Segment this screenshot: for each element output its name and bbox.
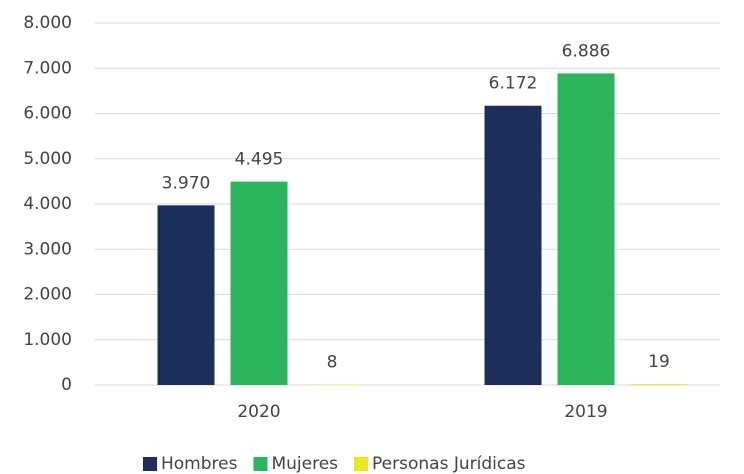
x-tick-label: 2019 [564, 402, 607, 422]
bar [557, 73, 615, 385]
y-tick-label: 6.000 [23, 104, 72, 124]
y-tick-label: 5.000 [23, 149, 72, 169]
data-label: 6.886 [562, 41, 611, 61]
legend-swatch [143, 457, 157, 471]
bar [484, 105, 542, 385]
legend-label: Hombres [161, 454, 238, 474]
data-label: 3.970 [162, 173, 211, 193]
legend-swatch [253, 457, 268, 471]
bar [157, 205, 215, 385]
data-label: 19 [648, 352, 670, 372]
y-tick-label: 7.000 [23, 58, 72, 78]
data-label: 4.495 [235, 150, 284, 170]
y-tick-label: 1.000 [23, 330, 72, 350]
legend-label: Personas Jurídicas [372, 454, 526, 474]
bar [630, 384, 688, 385]
x-tick-label: 2020 [237, 402, 280, 422]
data-label: 8 [327, 353, 338, 373]
y-tick-label: 4.000 [23, 194, 72, 214]
y-tick-label: 8.000 [23, 13, 72, 33]
y-tick-label: 2.000 [23, 285, 72, 305]
legend-swatch [354, 457, 369, 471]
data-label: 6.172 [489, 74, 538, 94]
y-tick-label: 3.000 [23, 239, 72, 259]
legend-label: Mujeres [271, 454, 338, 474]
y-tick-label: 0 [61, 375, 72, 395]
bar [230, 181, 288, 385]
